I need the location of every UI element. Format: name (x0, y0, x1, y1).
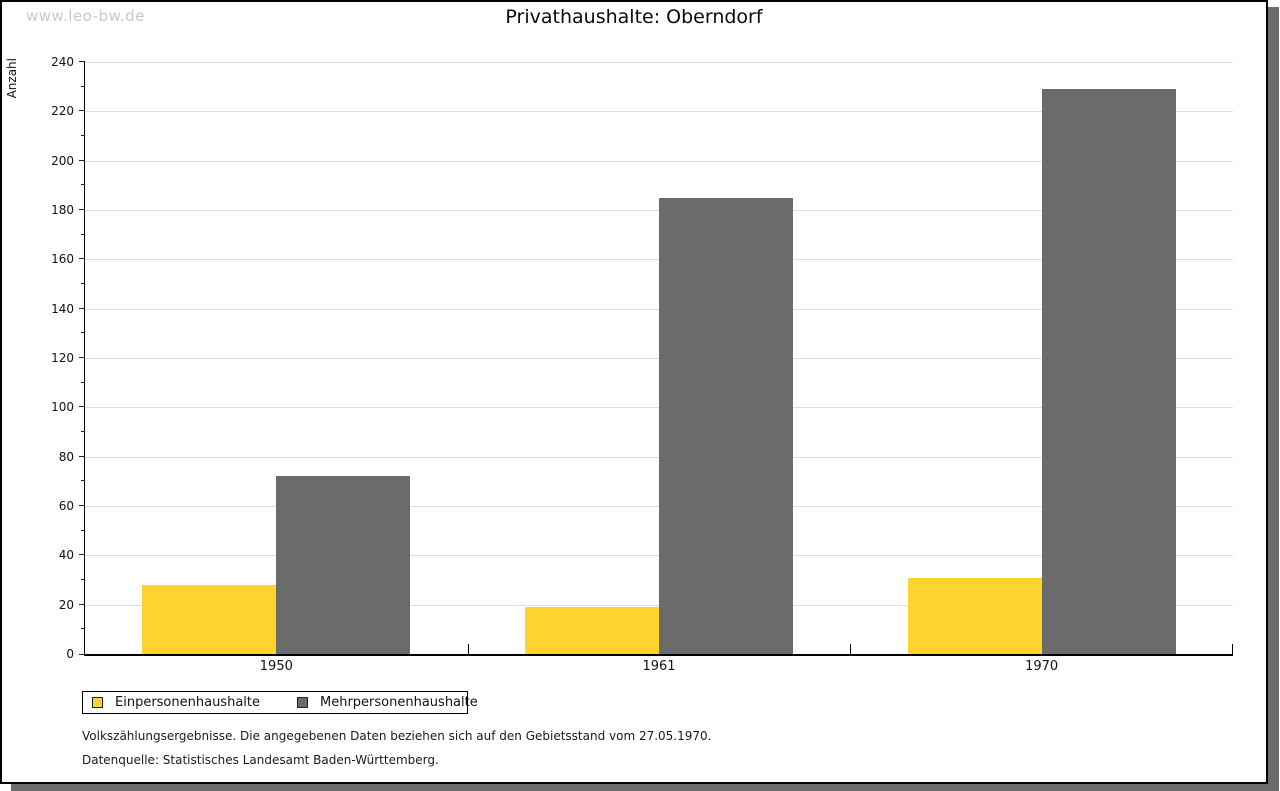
y-axis-tick-label: 40 (58, 548, 74, 563)
y-tick-major-40 (79, 554, 85, 556)
y-axis-title: Anzahl (5, 58, 19, 99)
bar-mehrpersonenhaushalte-1970 (1041, 89, 1176, 654)
y-tick-major-200 (79, 159, 85, 161)
x-axis-tick-label: 1961 (642, 659, 676, 674)
y-tick-major-140 (79, 307, 85, 309)
legend-swatch-mehrpersonenhaushalte (297, 697, 308, 708)
y-axis-tick-label: 180 (51, 203, 74, 217)
y-tick-major-160 (79, 258, 85, 260)
legend-label-mehrpersonenhaushalte: Mehrpersonenhaushalte (320, 695, 478, 710)
y-tick-minor-230 (81, 85, 85, 87)
y-axis-tick-label: 80 (58, 449, 74, 464)
y-axis-tick-label: 200 (51, 153, 74, 168)
bar-mehrpersonenhaushalte-1950 (276, 476, 411, 654)
footnote-source-note: Volkszählungsergebnisse. Die angegebenen… (82, 729, 712, 743)
y-tick-minor-130 (81, 332, 85, 334)
y-tick-minor-170 (81, 233, 85, 235)
y-tick-major-100 (79, 406, 85, 408)
y-axis-tick-label: 160 (51, 252, 74, 267)
y-axis-tick-label: 120 (51, 351, 74, 365)
y-tick-minor-10 (81, 628, 85, 630)
y-tick-minor-70 (81, 480, 85, 482)
y-tick-minor-190 (81, 184, 85, 186)
legend-label-einpersonenhaushalte: Einpersonenhaushalte (115, 695, 260, 710)
bar-einpersonenhaushalte-1961 (525, 607, 659, 654)
y-tick-major-180 (79, 209, 85, 210)
y-axis-tick-label: 0 (66, 647, 74, 661)
legend-box: Einpersonenhaushalte Mehrpersonenhaushal… (82, 691, 478, 714)
y-tick-major-120 (79, 357, 85, 358)
x-axis-tick-label: 1970 (1025, 659, 1059, 674)
y-axis-tick-label: 220 (51, 104, 74, 119)
y-tick-major-240 (79, 61, 85, 62)
y-tick-major-60 (79, 505, 85, 506)
bar-einpersonenhaushalte-1970 (907, 577, 1042, 654)
y-tick-major-220 (79, 110, 85, 112)
y-axis-tick-label: 140 (51, 301, 74, 316)
y-axis-tick-label: 100 (51, 400, 74, 415)
y-axis-tick-label: 60 (58, 499, 74, 513)
gridline-240 (85, 62, 1233, 63)
chart-title: Privathaushalte: Oberndorf (505, 6, 763, 28)
bar-einpersonenhaushalte-1950 (142, 584, 277, 654)
legend-swatch-einpersonenhaushalte (92, 697, 103, 708)
gridline-200 (85, 160, 1233, 162)
footnote-data-source: Datenquelle: Statistisches Landesamt Bad… (82, 753, 439, 767)
y-axis-tick-label: 20 (58, 597, 74, 612)
x-tick-boundary-2 (850, 644, 852, 654)
y-tick-major-80 (79, 455, 85, 457)
y-tick-minor-50 (81, 529, 85, 531)
y-tick-minor-210 (81, 135, 85, 136)
y-tick-minor-90 (81, 431, 85, 432)
gridline-220 (85, 111, 1233, 113)
y-tick-major-0 (79, 654, 85, 655)
x-tick-boundary-3 (1232, 644, 1233, 654)
y-tick-minor-30 (81, 579, 85, 580)
plot-area: 0 20 40 60 80 100 120 140 160 180 200 220 240 1950 196… (51, 55, 1233, 674)
y-tick-minor-110 (81, 381, 85, 383)
x-tick-boundary-1 (467, 644, 469, 654)
y-tick-major-20 (79, 603, 85, 605)
y-axis-tick-label: 240 (51, 55, 74, 69)
bar-mehrpersonenhaushalte-1961 (659, 197, 793, 654)
watermark: www.leo-bw.de (26, 7, 145, 25)
x-axis-tick-label: 1950 (259, 659, 293, 674)
y-tick-minor-150 (81, 283, 85, 284)
